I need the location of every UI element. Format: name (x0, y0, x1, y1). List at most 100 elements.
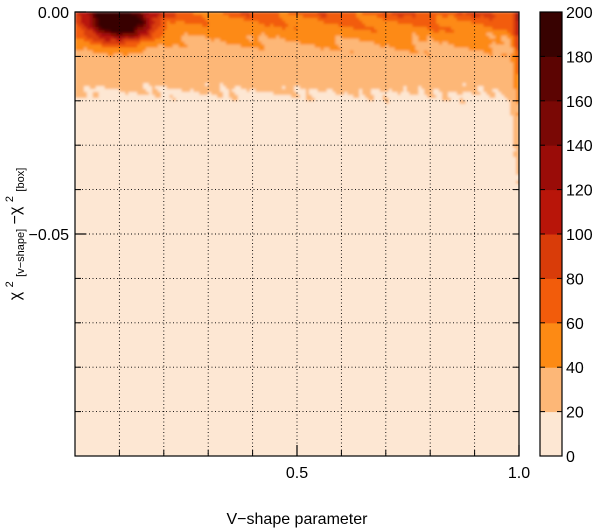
heatmap-cell (302, 20, 307, 25)
heatmap-cell (223, 12, 227, 16)
heatmap-cell (113, 23, 118, 28)
heatmap-cell (273, 14, 277, 19)
heatmap-cell (261, 14, 266, 19)
heatmap-cell (450, 17, 455, 22)
heatmap-cell (119, 26, 123, 31)
heatmap-cell (427, 14, 431, 19)
heatmap-cell (439, 26, 443, 31)
heatmap-cell (95, 12, 100, 16)
heatmap-cell (178, 14, 183, 19)
heatmap-cell (228, 29, 233, 34)
heatmap-cell (104, 12, 109, 16)
heatmap-cell (453, 14, 458, 19)
heatmap-cell (89, 32, 94, 37)
heatmap-cell (320, 32, 325, 37)
heatmap-cell (445, 20, 449, 25)
heatmap-cell (217, 12, 221, 16)
heatmap-cell (418, 26, 422, 31)
heatmap-cell (335, 26, 340, 31)
heatmap-cell (246, 23, 251, 28)
heatmap-cell (261, 29, 266, 34)
heatmap-cell (459, 23, 464, 28)
heatmap-cell (291, 12, 295, 16)
heatmap-cell (101, 12, 106, 16)
heatmap-cell (175, 23, 180, 28)
heatmap-cell (95, 29, 100, 34)
heatmap-cell (187, 26, 192, 31)
heatmap-cell (317, 12, 322, 16)
heatmap-cell (341, 26, 345, 31)
heatmap-cell (373, 29, 378, 34)
heatmap-cell (373, 32, 378, 37)
heatmap-cell (193, 20, 197, 25)
heatmap-cell (291, 20, 295, 25)
heatmap-cell (294, 26, 298, 31)
heatmap-cell (252, 14, 257, 19)
heatmap-cell (294, 14, 298, 19)
heatmap-cell (439, 14, 443, 19)
heatmap-cell (314, 12, 319, 16)
heatmap-cell (205, 14, 209, 19)
heatmap-cell (83, 17, 88, 22)
heatmap-cell (456, 29, 461, 34)
heatmap-cell (231, 14, 236, 19)
heatmap-cell (246, 20, 251, 25)
heatmap-cell (270, 26, 274, 31)
heatmap-cell (154, 23, 159, 28)
heatmap-cell (462, 12, 467, 16)
heatmap-cell (196, 23, 200, 28)
heatmap-cell (288, 23, 292, 28)
heatmap-cell (211, 12, 215, 16)
heatmap-cell (385, 29, 390, 34)
heatmap-cell (418, 29, 422, 34)
heatmap-cell (140, 23, 144, 28)
heatmap-cell (285, 14, 289, 19)
heatmap-cell (373, 12, 378, 16)
heatmap-cell (276, 29, 280, 34)
heatmap-cell (228, 17, 233, 22)
heatmap-cell (116, 26, 120, 31)
heatmap-cell (362, 32, 366, 37)
heatmap-cell (249, 29, 254, 34)
heatmap-cell (261, 32, 266, 37)
heatmap-cell (421, 23, 425, 28)
heatmap-cell (323, 29, 328, 34)
heatmap-cell (255, 12, 260, 16)
heatmap-cell (225, 20, 230, 25)
heatmap-cell (80, 32, 85, 37)
heatmap-cell (297, 14, 301, 19)
heatmap-cell (77, 29, 82, 34)
heatmap-cell (302, 23, 307, 28)
heatmap-cell (291, 23, 295, 28)
heatmap-cell (516, 29, 519, 34)
heatmap-cell (507, 23, 511, 28)
heatmap-cell (75, 29, 79, 34)
heatmap-cell (311, 29, 316, 34)
heatmap-cell (373, 14, 378, 19)
heatmap-cell (305, 23, 310, 28)
heatmap-cell (297, 20, 301, 25)
heatmap-cell (388, 20, 393, 25)
heatmap-cell (501, 12, 505, 16)
heatmap-cell (436, 23, 440, 28)
heatmap-cell (264, 32, 268, 37)
heatmap-cell (299, 29, 304, 34)
heatmap-cell (128, 29, 132, 34)
heatmap-cell (220, 12, 224, 16)
heatmap-cell (462, 14, 467, 19)
heatmap-cell (471, 14, 476, 19)
heatmap-cell (504, 20, 508, 25)
heatmap-cell (385, 17, 390, 22)
heatmap-cell (276, 23, 280, 28)
heatmap-cell (409, 23, 414, 28)
heatmap-cell (436, 20, 440, 25)
heatmap-cell (317, 32, 322, 37)
heatmap-cell (323, 12, 328, 16)
heatmap-cell (474, 20, 479, 25)
heatmap-cell (101, 17, 106, 22)
heatmap-cell (243, 12, 248, 16)
heatmap-cell (116, 14, 120, 19)
heatmap-cell (181, 14, 186, 19)
heatmap-cell (267, 32, 271, 37)
heatmap-cell (157, 29, 162, 34)
